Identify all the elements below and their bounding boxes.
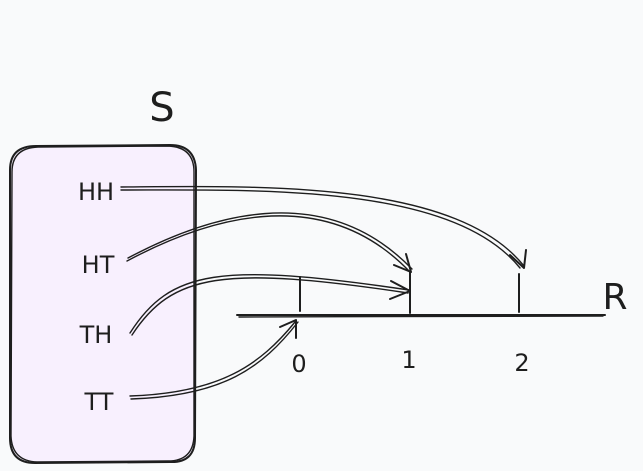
sample-space-set: S [9,85,197,464]
outcome-tt: TT [84,388,114,416]
real-number-line: 0 1 2 R [236,271,628,378]
arrow-hh-to-2 [120,185,527,269]
arrow-th-to-1 [129,274,411,336]
sample-space-label: S [149,85,174,131]
tick-label-1: 1 [401,346,416,374]
outcome-th: TH [79,321,113,349]
tick-label-2: 2 [514,349,529,377]
real-line-label: R [602,277,627,318]
outcome-hh: HH [78,178,114,206]
tick-label-0: 0 [291,350,306,378]
outcome-list: HH HT TH TT [78,178,115,416]
arrow-tt-to-0 [129,319,299,400]
axis-line-overstroke [238,315,604,318]
sample-space-box [9,144,197,464]
outcome-ht: HT [82,251,115,279]
arrow-ht-to-1 [126,212,413,273]
sample-space-box-overstroke [10,145,195,463]
mapping-arrows [120,185,527,400]
